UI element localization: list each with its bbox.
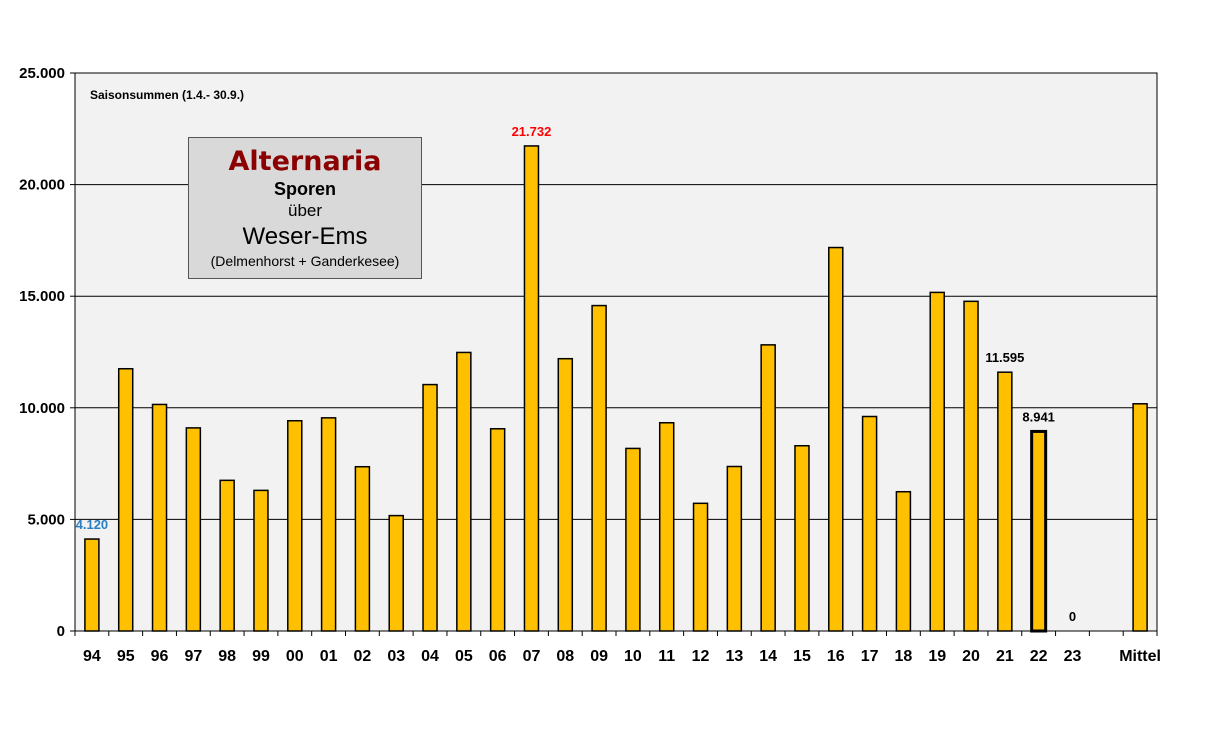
x-tick-label: 18 xyxy=(895,648,913,665)
data-label: 11.595 xyxy=(985,350,1024,365)
x-tick-label: 05 xyxy=(455,648,473,665)
bar-97 xyxy=(185,427,202,632)
x-tick-label: 17 xyxy=(861,648,879,665)
bar-13 xyxy=(726,465,743,632)
data-label: 21.732 xyxy=(512,124,552,139)
bar-94 xyxy=(84,538,100,632)
x-tick-label: 95 xyxy=(117,648,135,665)
x-tick-label: 98 xyxy=(218,648,236,665)
bar-21 xyxy=(997,371,1013,632)
bar-01 xyxy=(320,417,337,632)
title-region: Weser-Ems xyxy=(242,223,368,250)
x-tick-label: 19 xyxy=(928,648,946,665)
title-box: Alternaria Sporen über Weser-Ems (Delmen… xyxy=(188,137,422,279)
x-tick-label: 22 xyxy=(1030,648,1048,665)
x-tick-label: 03 xyxy=(387,648,405,665)
x-tick-label: 06 xyxy=(489,648,507,665)
bar-07 xyxy=(523,145,540,632)
y-tick-label: 20.000 xyxy=(19,177,65,194)
data-labels: 4.120 21.732 11.595 8.941 0 xyxy=(76,124,1076,624)
y-tick-label: 10.000 xyxy=(19,400,65,417)
bar-11 xyxy=(658,422,675,632)
x-tick-label: 14 xyxy=(759,648,777,665)
title-subtitle-ueber: über xyxy=(287,201,323,220)
bar-03 xyxy=(388,514,404,632)
x-tick-label: 23 xyxy=(1064,648,1082,665)
x-tick-label: 21 xyxy=(996,648,1014,665)
x-tick-label: 97 xyxy=(184,648,202,665)
x-tick-label: 16 xyxy=(827,648,845,665)
bar-19 xyxy=(929,291,945,632)
bar-02 xyxy=(354,465,371,632)
chart-title: Alternaria xyxy=(228,146,382,177)
bar-05 xyxy=(456,351,472,632)
x-tick-label: 07 xyxy=(523,648,541,665)
y-tick-label: 15.000 xyxy=(19,288,65,305)
y-tick-label: 5.000 xyxy=(27,511,65,528)
x-tick-label: 94 xyxy=(83,648,101,665)
x-tick-label: 15 xyxy=(793,648,811,665)
bar-98 xyxy=(219,479,235,632)
bar-96 xyxy=(151,403,168,632)
x-tick-label: 20 xyxy=(962,648,980,665)
x-tick-label: 96 xyxy=(151,648,169,665)
bar-00 xyxy=(287,419,303,632)
season-note: Saisonsummen (1.4.- 30.9.) xyxy=(90,88,244,102)
x-tick-label: 01 xyxy=(320,648,338,665)
x-tick-label: 00 xyxy=(286,648,304,665)
title-subtitle-sporen: Sporen xyxy=(273,179,336,199)
data-label: 8.941 xyxy=(1022,409,1055,424)
x-tick-label: 99 xyxy=(252,648,270,665)
title-locations: (Delmenhorst + Ganderkesee) xyxy=(210,253,400,269)
data-label: 4.120 xyxy=(76,517,109,532)
bar-18 xyxy=(895,490,912,632)
bar-17 xyxy=(861,415,878,632)
bar-99 xyxy=(253,489,269,632)
y-tick-label: 25.000 xyxy=(19,65,65,82)
bar-22 xyxy=(1030,429,1048,633)
plot-border xyxy=(74,72,1158,632)
bar-08 xyxy=(557,357,574,632)
bar-10 xyxy=(625,447,641,632)
bar-15 xyxy=(794,444,810,632)
y-axis-ticks: 0 5.000 10.000 15.000 20.000 25.000 xyxy=(19,65,75,640)
bar-14 xyxy=(760,344,776,632)
bar-Mittel xyxy=(1132,403,1148,632)
x-tick-label: 09 xyxy=(590,648,608,665)
x-tick-label: 08 xyxy=(556,648,574,665)
x-tick-label: 12 xyxy=(692,648,710,665)
x-tick-label: Mittel xyxy=(1119,648,1161,665)
y-tick-label: 0 xyxy=(57,623,65,640)
bar-12 xyxy=(692,502,709,632)
x-tick-label: 11 xyxy=(658,648,675,665)
bar-09 xyxy=(591,304,607,632)
x-axis-ticks: 94 95 96 97 98 99 00 01 02 03 04 05 06 07 08 09 10 11 12 13… xyxy=(74,631,1161,665)
bar-04 xyxy=(422,383,438,632)
bars xyxy=(84,145,1148,633)
bar-06 xyxy=(489,428,506,632)
bar-95 xyxy=(117,367,134,632)
x-tick-label: 02 xyxy=(354,648,372,665)
x-tick-label: 13 xyxy=(725,648,743,665)
bar-20 xyxy=(963,300,979,632)
x-tick-label: 10 xyxy=(624,648,642,665)
x-tick-label: 04 xyxy=(421,648,439,665)
bar-16 xyxy=(828,246,844,632)
data-label: 0 xyxy=(1069,609,1076,624)
